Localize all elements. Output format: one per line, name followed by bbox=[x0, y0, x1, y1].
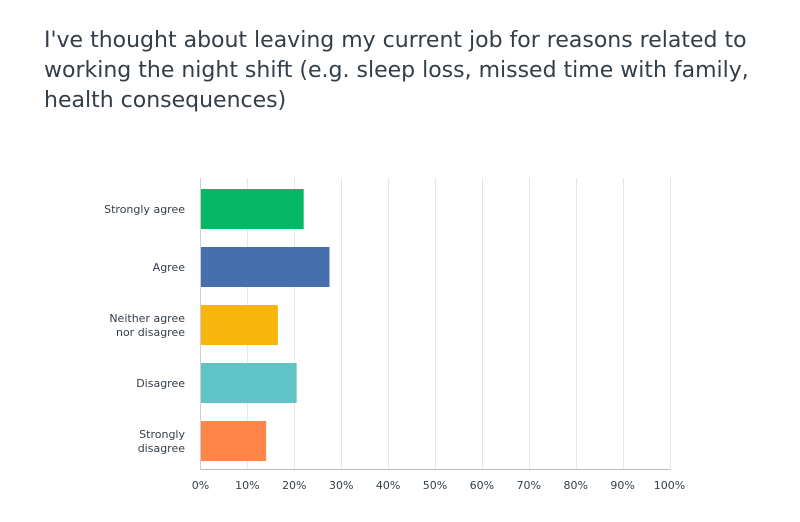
category-label: Strongly agree bbox=[104, 203, 185, 216]
x-tick-label: 80% bbox=[563, 479, 587, 492]
bar bbox=[200, 247, 330, 287]
category-label: Strongly disagree bbox=[138, 428, 186, 455]
x-tick-label: 50% bbox=[423, 479, 447, 492]
bar bbox=[200, 363, 297, 403]
bar bbox=[200, 305, 278, 345]
category-label: Neither agree nor disagree bbox=[109, 312, 185, 339]
x-tick-label: 10% bbox=[235, 479, 259, 492]
x-tick-label: 100% bbox=[654, 479, 685, 492]
bar bbox=[200, 189, 304, 229]
x-tick-label: 60% bbox=[470, 479, 494, 492]
category-label: Agree bbox=[153, 261, 186, 274]
bar bbox=[200, 421, 267, 461]
x-tick-label: 70% bbox=[517, 479, 541, 492]
x-tick-label: 20% bbox=[282, 479, 306, 492]
x-tick-label: 0% bbox=[192, 479, 209, 492]
x-tick-label: 40% bbox=[376, 479, 400, 492]
x-tick-label: 90% bbox=[610, 479, 634, 492]
chart-title: I've thought about leaving my current jo… bbox=[44, 28, 749, 113]
x-tick-label: 30% bbox=[329, 479, 353, 492]
category-label: Disagree bbox=[136, 377, 185, 390]
